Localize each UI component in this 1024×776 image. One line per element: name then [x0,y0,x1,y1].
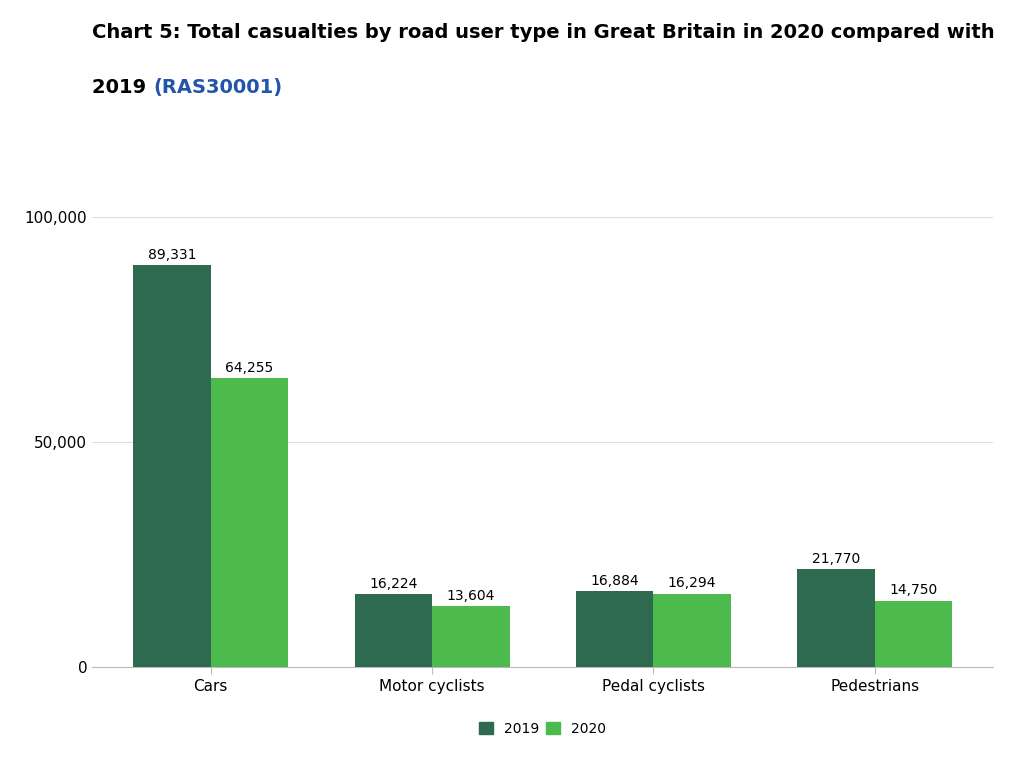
Bar [653,594,731,667]
Text: 16,224: 16,224 [369,577,418,591]
Text: 13,604: 13,604 [446,588,495,602]
Text: Chart 5: Total casualties by road user type in Great Britain in 2020 compared wi: Chart 5: Total casualties by road user t… [92,23,994,42]
Text: 2019: 2019 [92,78,153,96]
Text: 16,294: 16,294 [668,577,717,591]
Bar [211,378,288,667]
Bar [874,601,952,667]
Text: 16,884: 16,884 [591,573,639,587]
Text: 21,770: 21,770 [812,552,860,566]
Bar [133,265,211,667]
Bar [575,591,653,667]
Bar [432,606,510,667]
Bar [798,570,874,667]
Text: 64,255: 64,255 [225,361,273,375]
Bar [354,594,432,667]
Text: 14,750: 14,750 [890,584,938,598]
Text: 89,331: 89,331 [147,248,197,262]
Legend: 2019, 2020: 2019, 2020 [473,716,612,741]
Text: (RAS30001): (RAS30001) [153,78,283,96]
